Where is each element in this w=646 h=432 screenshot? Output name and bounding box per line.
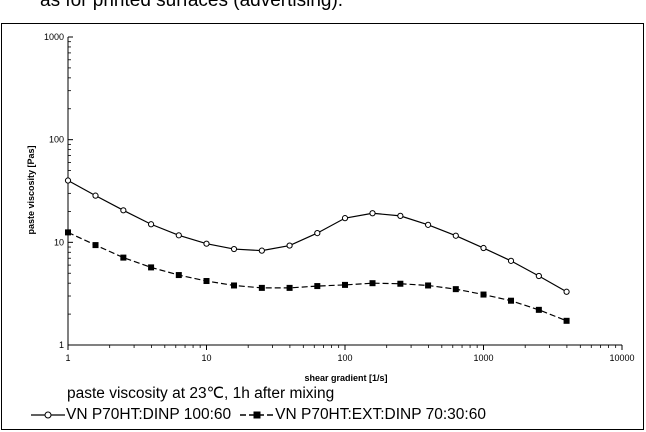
data-point [535,306,542,313]
data-point [508,297,515,304]
data-point [258,284,265,291]
data-point [452,286,459,293]
data-point [175,232,182,239]
y-tick-label: 100 [49,135,64,145]
data-point [120,254,127,261]
top-text-fragment: as for printed surfaces (advertising). [40,0,344,11]
y-tick-label: 1000 [44,32,64,42]
y-tick-label: 1 [59,340,64,350]
chart-caption: paste viscosity at 23℃, 1h after mixing [67,385,335,402]
x-tick-label: 1 [65,353,70,363]
series-layer [64,177,570,324]
data-point [369,210,376,217]
axes: 1 10 100 1000 10000 1 10 100 1000 [44,32,635,363]
data-point [507,257,515,264]
x-tick-label: 1000 [473,353,493,363]
legend-filled-square-icon [240,411,275,419]
data-point [563,317,570,324]
data-point [424,221,432,228]
y-axis-label: paste viscosity [Pas] [26,145,36,234]
data-point [258,247,265,254]
series-line [67,231,567,322]
data-point [480,291,487,298]
data-point [120,207,127,214]
data-point [203,278,210,285]
legend-item-series-2: VN P70HT:EXT:DINP 70:30:60 [239,406,486,424]
y-tick-label: 10 [54,237,64,247]
data-point [342,281,348,288]
data-point [535,272,542,280]
data-point [286,242,293,249]
data-point [314,230,321,237]
data-point [286,284,293,291]
data-point [369,280,376,287]
data-point [175,272,182,279]
data-point [147,221,155,228]
series-1 [64,177,570,295]
data-point [65,229,71,236]
legend: VN P70HT:DINP 100:60 VN P70HT:EXT:DINP 7… [30,406,494,424]
data-point [148,264,155,271]
x-tick-label: 100 [337,353,352,363]
data-point [92,242,99,249]
data-point [230,245,238,253]
data-point [64,177,72,184]
x-axis-label: shear gradient [1/s] [304,373,387,383]
series-2 [65,229,570,324]
data-point [314,283,321,290]
x-tick-label: 10000 [609,353,634,363]
legend-item-series-1: VN P70HT:DINP 100:60 [30,406,231,424]
data-point [231,282,238,289]
data-point [425,282,432,289]
data-point [397,280,404,287]
data-point [92,192,99,199]
data-point [341,215,349,222]
data-point [452,232,459,239]
chart-frame [1,23,644,430]
data-point [397,212,404,219]
data-point [563,288,570,295]
legend-open-circle-icon [31,411,65,419]
x-tick-label: 10 [201,353,211,363]
legend-label-series-2: VN P70HT:EXT:DINP 70:30:60 [275,406,486,423]
legend-label-series-1: VN P70HT:DINP 100:60 [66,406,232,423]
data-point [480,244,487,252]
data-point [203,240,210,247]
